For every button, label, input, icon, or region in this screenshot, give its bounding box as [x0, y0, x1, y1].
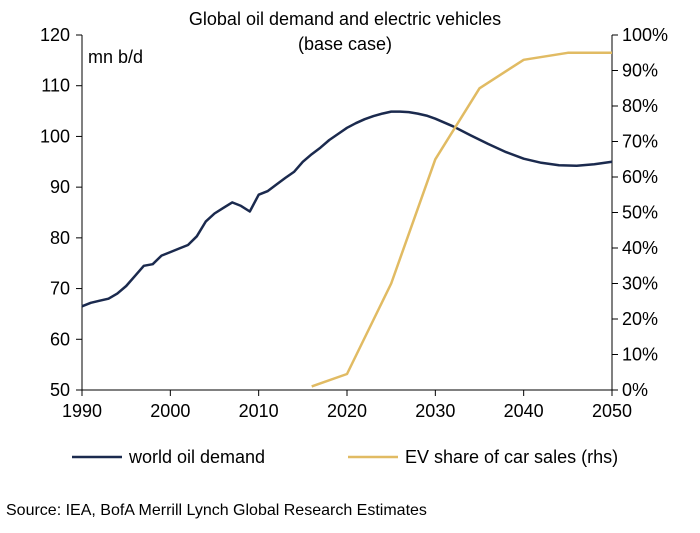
source-note: Source: IEA, BofA Merrill Lynch Global R… [6, 502, 427, 519]
right-tick-label: 80% [622, 96, 658, 116]
left-tick-label: 60 [50, 329, 70, 349]
legend-label-ev-share: EV share of car sales (rhs) [405, 447, 618, 467]
right-tick-label: 30% [622, 274, 658, 294]
legend: world oil demand EV share of car sales (… [72, 447, 618, 467]
series-line-ev-share [311, 51, 612, 388]
legend-label-world-oil-demand: world oil demand [128, 447, 265, 467]
x-tick-label: 2020 [327, 401, 367, 421]
left-tick-label: 50 [50, 380, 70, 400]
right-tick-label: 90% [622, 61, 658, 81]
left-tick-label: 80 [50, 228, 70, 248]
x-tick-label: 2030 [415, 401, 455, 421]
left-tick-label: 100 [40, 126, 70, 146]
right-tick-label: 50% [622, 203, 658, 223]
left-tick-label: 90 [50, 177, 70, 197]
x-tick-label: 2010 [239, 401, 279, 421]
right-tick-label: 100% [622, 25, 668, 45]
x-tick-label: 2050 [592, 401, 632, 421]
x-tick-label: 2040 [504, 401, 544, 421]
left-tick-label: 70 [50, 279, 70, 299]
axes [81, 35, 613, 391]
x-tick-label: 2000 [150, 401, 190, 421]
right-axis-ticks: 0% 10% 20% 30% 40% 50% 60% 70% 80% 90% 100% [612, 25, 668, 400]
left-tick-label: 110 [41, 76, 70, 96]
x-axis-ticks: 1990 2000 2010 2020 2030 2040 2050 [62, 390, 632, 421]
right-tick-label: 60% [622, 167, 658, 187]
left-axis-ticks: 50 60 70 80 90 100 110 120 [40, 25, 82, 400]
right-tick-label: 40% [622, 238, 658, 258]
right-tick-label: 10% [622, 345, 658, 365]
right-tick-label: 70% [622, 132, 658, 152]
x-tick-label: 1990 [62, 401, 102, 421]
chart-title: Global oil demand and electric vehicles [189, 9, 501, 29]
left-axis-unit-label: mn b/d [88, 47, 143, 67]
series-line-world-oil-demand [81, 110, 613, 308]
right-tick-label: 20% [622, 309, 658, 329]
chart-subtitle: (base case) [298, 34, 392, 54]
right-tick-label: 0% [622, 380, 648, 400]
left-tick-label: 120 [40, 25, 70, 45]
